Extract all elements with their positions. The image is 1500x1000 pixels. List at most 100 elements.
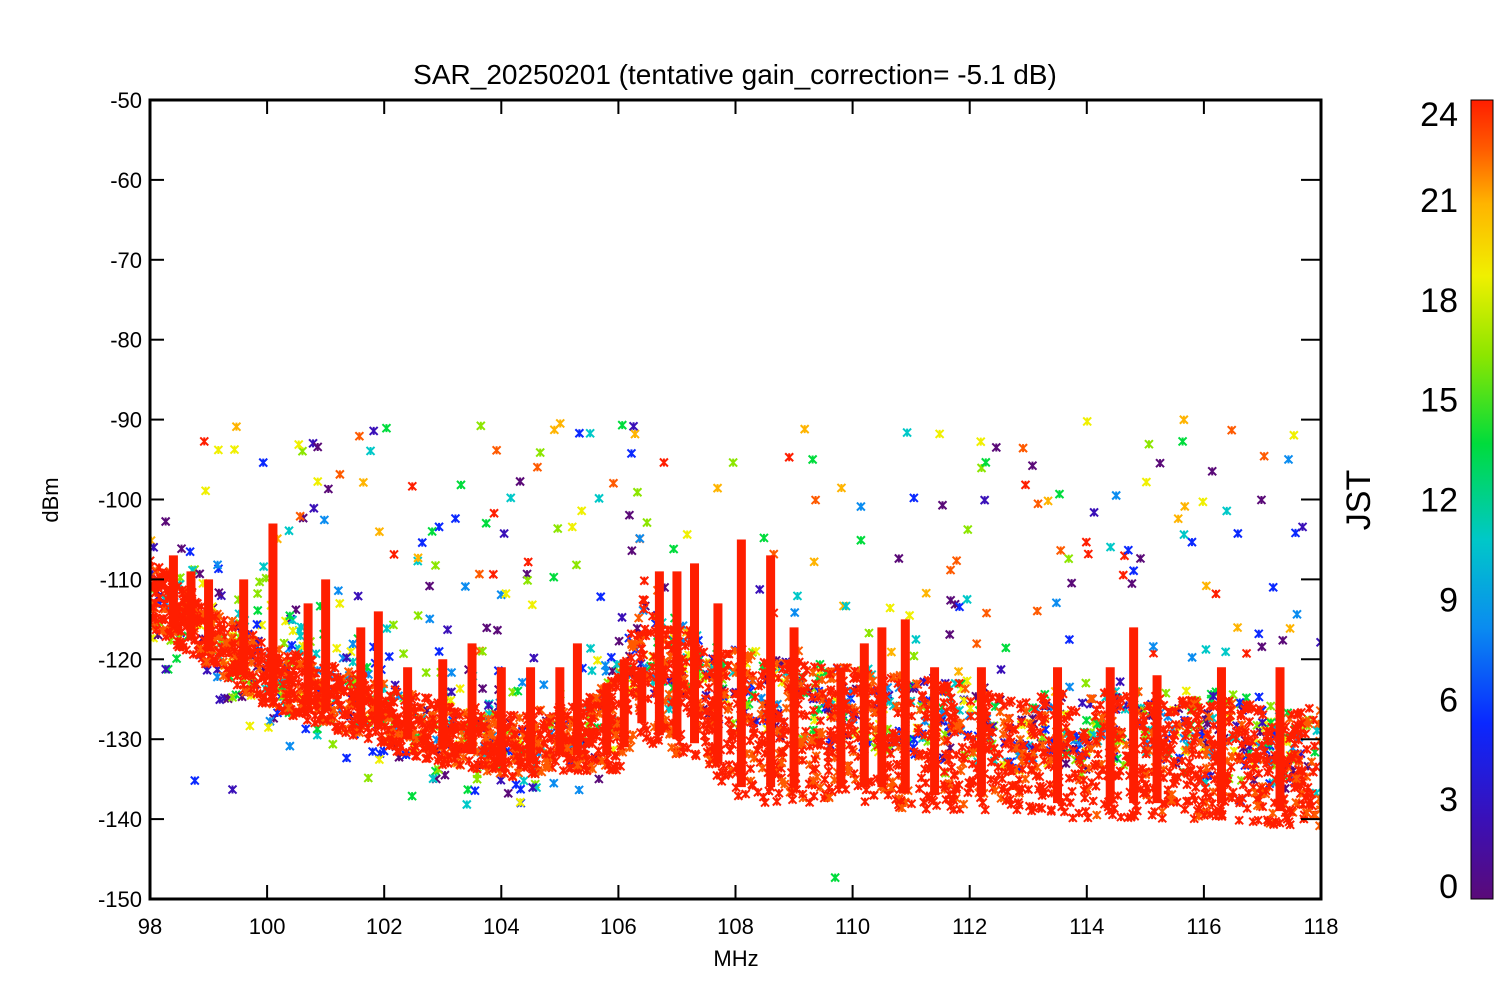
data-point [348, 657, 358, 667]
data-point [1105, 542, 1116, 552]
data-point [740, 789, 751, 799]
data-point [394, 739, 405, 749]
data-point [231, 421, 242, 432]
data-point [1088, 796, 1098, 806]
data-point [549, 778, 559, 788]
data-point [1040, 714, 1050, 724]
data-point [1137, 763, 1148, 773]
data-point [1253, 768, 1264, 778]
data-point [1309, 741, 1320, 751]
data-point [950, 709, 960, 719]
data-point [1248, 816, 1258, 827]
data-point [886, 647, 897, 657]
data-point [1244, 716, 1255, 727]
data-point [294, 439, 304, 450]
data-point [1211, 589, 1221, 599]
data-point [1278, 635, 1288, 646]
data-point [1091, 704, 1102, 715]
data-point [1255, 704, 1266, 715]
data-point [434, 752, 444, 763]
data-point [823, 757, 833, 768]
data-point [994, 749, 1004, 759]
data-point [214, 587, 224, 598]
y-tick-label: -100 [98, 488, 142, 513]
x-tick-label: 118 [1303, 914, 1338, 939]
data-point [295, 511, 305, 521]
data-point [892, 759, 902, 769]
data-point [285, 741, 295, 751]
data-point [1198, 497, 1208, 507]
data-point [1266, 736, 1277, 746]
data-point [596, 592, 606, 602]
data-point [678, 747, 689, 758]
data-point [306, 705, 316, 715]
data-point [723, 660, 733, 670]
data-point [587, 665, 597, 676]
data-point [428, 724, 438, 734]
data-point [313, 442, 323, 452]
data-point [353, 591, 363, 601]
data-point [1173, 513, 1183, 524]
data-point [474, 569, 485, 579]
data-point [808, 776, 819, 786]
data-point [597, 755, 607, 766]
data-point [856, 501, 866, 512]
data-point [229, 646, 240, 656]
data-point [531, 759, 542, 770]
data-point [1254, 629, 1264, 639]
data-point [190, 775, 200, 786]
data-point [594, 493, 604, 504]
data-point [536, 767, 547, 777]
data-point [1217, 809, 1227, 820]
data-point [342, 652, 352, 663]
data-point [849, 707, 859, 717]
data-point [1205, 809, 1215, 820]
data-point [648, 739, 658, 749]
data-point [201, 657, 212, 667]
x-tick-label: 104 [483, 914, 520, 939]
y-tick-label: -110 [100, 567, 142, 592]
data-point [965, 703, 976, 714]
data-point [501, 588, 511, 599]
data-point [1194, 750, 1204, 760]
data-point [606, 652, 617, 662]
data-point [725, 745, 735, 756]
data-point [996, 664, 1006, 675]
data-point [810, 679, 821, 689]
data-point [258, 561, 269, 572]
data-point [313, 476, 323, 487]
data-point [1186, 741, 1197, 751]
data-point [231, 659, 242, 670]
data-point [333, 585, 344, 596]
data-point [574, 428, 585, 438]
data-point [1016, 717, 1026, 727]
data-point [817, 675, 827, 685]
data-point [906, 799, 917, 809]
data-point [1121, 750, 1131, 761]
data-point [1012, 805, 1022, 815]
data-point [904, 610, 915, 621]
data-point [807, 692, 817, 702]
colorbar-tick-label: 24 [1420, 96, 1458, 134]
data-point [1081, 715, 1092, 726]
data-point [921, 588, 931, 598]
data-point [503, 788, 513, 799]
colorbar-label: JST [1340, 470, 1378, 530]
data-point [1068, 746, 1079, 756]
data-point [1268, 582, 1278, 593]
data-point [523, 557, 533, 567]
data-point [810, 754, 820, 764]
data-point [1059, 807, 1070, 817]
data-point [917, 691, 928, 702]
data-point [823, 766, 834, 776]
data-point [967, 759, 978, 769]
data-point [1250, 759, 1260, 769]
data-point [1064, 634, 1075, 645]
data-point [966, 711, 976, 721]
data-point [1234, 815, 1244, 826]
data-point [700, 737, 711, 747]
data-point [927, 794, 937, 805]
data-point [488, 569, 499, 580]
data-point [382, 623, 392, 634]
data-point [1163, 707, 1174, 717]
